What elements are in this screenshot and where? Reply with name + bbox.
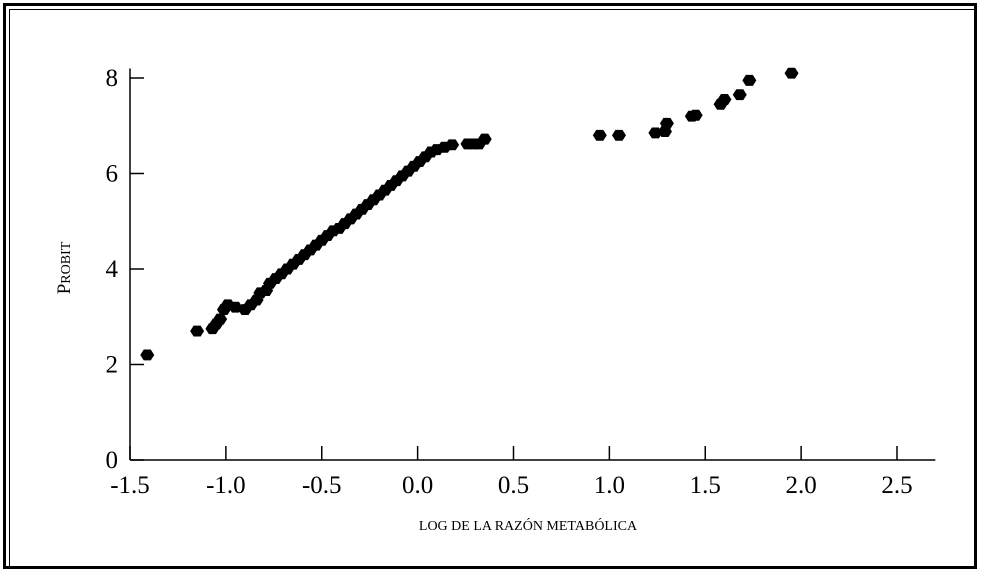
x-tick-label: 2.0 — [786, 472, 817, 499]
data-point — [717, 94, 732, 105]
data-point — [592, 129, 607, 141]
x-tick-label: 0.0 — [402, 472, 433, 499]
data-point — [190, 325, 205, 337]
x-tick-label: 2.5 — [881, 472, 912, 499]
data-point — [742, 74, 757, 86]
data-point — [445, 139, 460, 151]
x-tick-label: 0.5 — [498, 472, 529, 499]
axes — [129, 68, 936, 461]
outer-frame — [3, 3, 977, 569]
y-axis-label: PROBIT — [54, 241, 75, 294]
y-tick-label: 2 — [106, 352, 119, 379]
data-point — [611, 129, 626, 141]
y-tick-label: 4 — [106, 256, 119, 283]
ticks: -1.5 -1.0 -0.5 0.0 0.5 1.0 1.5 2.0 2.5 0 2 4 6 8 — [106, 65, 913, 499]
x-tick-label: 1.0 — [594, 472, 625, 499]
data-point — [213, 313, 228, 325]
data-point — [732, 89, 747, 101]
y-axis-label-rest: ROBIT — [59, 241, 74, 283]
data-point — [477, 133, 492, 145]
y-tick-label: 6 — [106, 161, 119, 188]
data-point — [659, 117, 674, 129]
y-axis-label-first: P — [54, 284, 75, 295]
x-tick-label: 1.5 — [690, 472, 721, 499]
inner-frame — [9, 9, 977, 569]
x-tick-label: -0.5 — [302, 472, 342, 499]
data-point — [140, 349, 155, 361]
data-points — [140, 67, 799, 361]
y-tick-label: 0 — [106, 447, 119, 474]
x-axis-label: LOG DE LA RAZÓN METABÓLICA — [419, 517, 638, 534]
y-tick-label: 8 — [106, 65, 119, 92]
x-tick-label: -1.5 — [110, 472, 150, 499]
data-point — [784, 67, 799, 79]
x-tick-label: -1.0 — [206, 472, 246, 499]
data-point — [688, 109, 703, 121]
